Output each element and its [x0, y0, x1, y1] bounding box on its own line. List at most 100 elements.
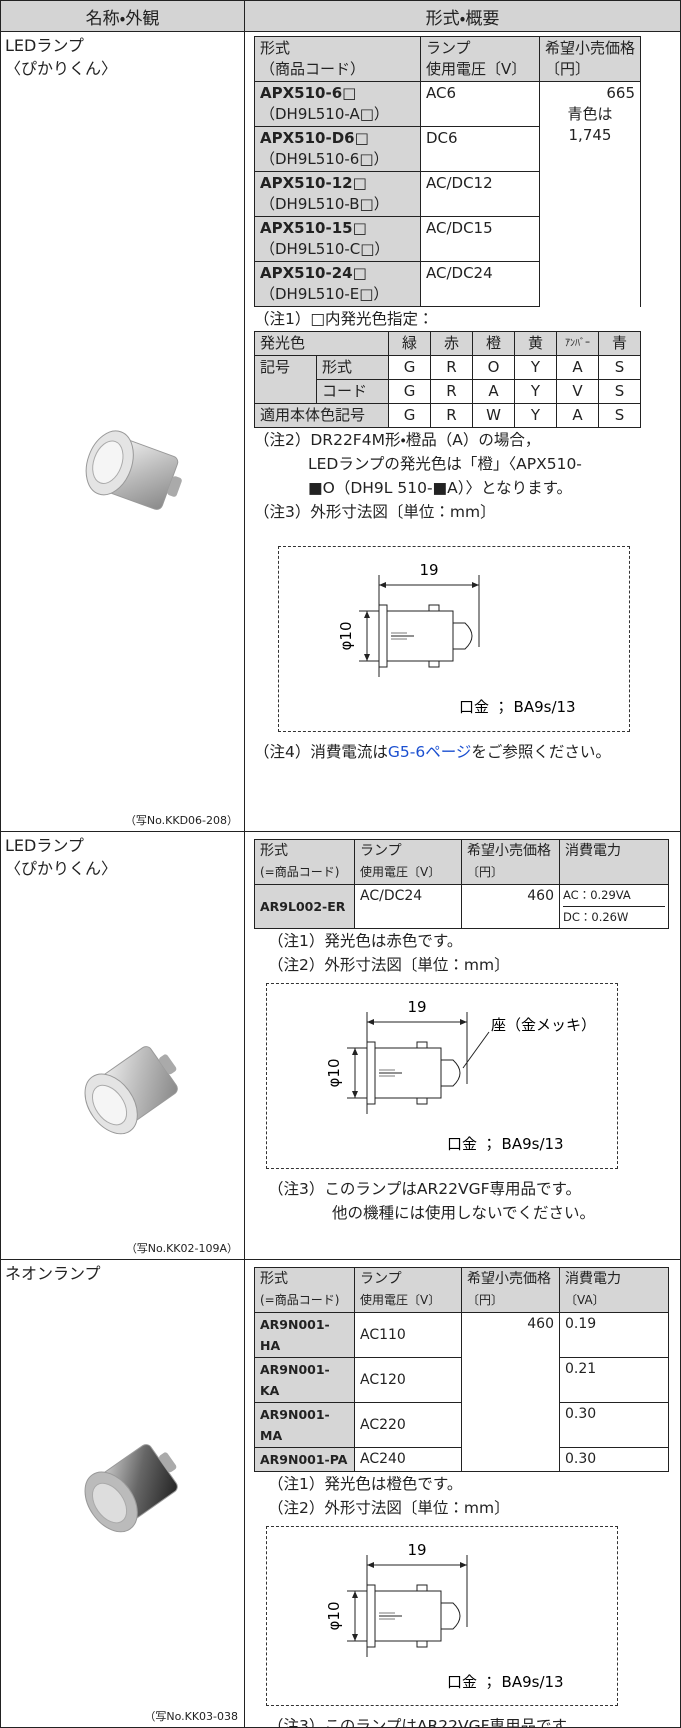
dimension-drawing: 19 φ10 口金 ； BA9s/13	[325, 1541, 564, 1691]
code: V	[556, 379, 599, 404]
th: ランプ 使用電圧〔V〕	[354, 839, 462, 885]
color-name: 赤	[430, 331, 473, 356]
th: 消費電力	[559, 839, 669, 885]
note-label: （注3）	[268, 1180, 325, 1198]
th-text: 〔円〕	[467, 865, 504, 879]
name-cell: ネオンランプ （写No.KK03-038	[1, 1260, 245, 1727]
model: AR9L002-ER	[254, 884, 355, 929]
dimension-box: 19 φ10 口金 ； BA9s/13 座（金メッキ）	[266, 983, 618, 1169]
lamp-flange	[378, 604, 388, 668]
note-label: （注1）	[268, 932, 325, 950]
note-label: （注1）	[254, 310, 311, 328]
model: APX510-24□	[260, 264, 367, 282]
th-text: 希望小売価格	[545, 39, 636, 57]
note-label: （注2）	[254, 431, 311, 449]
th: 発光色	[254, 331, 389, 356]
dimension-diameter: φ10	[337, 622, 355, 651]
product-photo	[85, 430, 182, 510]
dimension-drawing: 19 φ10 口金 ； BA9s/13	[337, 561, 576, 716]
th: 形式 （商品コード）	[254, 36, 421, 82]
spec-cell: 形式 （商品コード） ランプ 使用電圧〔V〕 希望小売価格 〔円〕 APX510-6□…	[245, 32, 680, 831]
model: APX510-6□	[260, 84, 357, 102]
th-text: 〔円〕	[545, 60, 591, 78]
code: Y	[514, 379, 557, 404]
code: （DH9L510-E□）	[260, 285, 389, 303]
th: 希望小売価格 〔円〕	[539, 36, 641, 82]
model-cell: APX510-24□ （DH9L510-E□）	[254, 261, 421, 307]
lamp-pin	[167, 476, 182, 497]
note-text: 発光色は赤色です。	[324, 932, 463, 950]
note: （注3）このランプはAR22VGF専用品です。他の機種には使用しないでください。	[268, 1714, 680, 1727]
dimension-drawing: 19 φ10 口金 ； BA9s/13 座（金メッキ）	[325, 998, 596, 1153]
seat-label: 座（金メッキ）	[491, 1016, 596, 1034]
th: 希望小売価格 〔円〕	[461, 1267, 560, 1313]
dimension-box: 19 φ10 口金 ； BA9s/13	[278, 546, 630, 732]
note-text: LEDランプの発光色は「橙」〈APX510-	[308, 455, 582, 473]
code: A	[472, 379, 515, 404]
header-name: 名称・外観	[1, 1, 245, 31]
th-text: 形式	[260, 843, 288, 859]
note-text: DR22F4M形・橙品（A）の場合，	[310, 431, 541, 449]
name: ネオンランプ	[5, 1264, 101, 1283]
lamp-tip	[453, 622, 473, 650]
note: （注1）発光色は橙色です。	[268, 1472, 680, 1496]
th-text: 希望小売価格	[467, 843, 551, 859]
th-text: 消費電力	[565, 843, 621, 859]
lamp-flange	[366, 1584, 376, 1648]
voltage: AC220	[354, 1402, 462, 1448]
code: A	[556, 355, 599, 380]
table-row: APX510-15□ （DH9L510-C□） AC/DC15	[254, 216, 641, 262]
th-text: 希望小売価格	[467, 1271, 551, 1287]
th-text: 消費電力	[565, 1271, 621, 1287]
photo-shape	[84, 1444, 178, 1533]
power: AC：0.29VA	[563, 888, 631, 902]
header-row: 名称・外観 形式・概要	[1, 1, 680, 32]
section: ネオンランプ （写No.KK03-038 形式 (=商品コード) ランプ 使用電圧〔V…	[1, 1260, 680, 1727]
note-text: 外形寸法図〔単位：mm〕	[324, 956, 510, 974]
model: APX510-12□	[260, 174, 367, 192]
lamp-pin	[416, 1041, 428, 1049]
dimension-diameter: φ10	[325, 1059, 343, 1088]
note-text: このランプはAR22VGF専用品です。	[324, 1717, 581, 1727]
code: R	[430, 403, 473, 428]
price: 460	[461, 1312, 560, 1472]
code: R	[430, 355, 473, 380]
product-name: LEDランプ〈ぴかりくん〉	[5, 834, 117, 880]
code: A	[556, 403, 599, 428]
th: 形式	[316, 355, 389, 380]
model-table: 形式 （商品コード） ランプ 使用電圧〔V〕 希望小売価格 〔円〕 APX510-6□…	[254, 36, 641, 307]
subname: 〈ぴかりくん〉	[5, 859, 118, 878]
th-text: （商品コード）	[260, 60, 366, 78]
note-text: 外形寸法図〔単位：mm〕	[310, 503, 496, 521]
th-text: (=商品コード)	[260, 1293, 340, 1307]
power: 0.30	[559, 1447, 669, 1472]
voltage: DC6	[420, 126, 540, 172]
th: 消費電力 〔VA〕	[559, 1267, 669, 1313]
name: LEDランプ	[5, 836, 84, 855]
lamp-tip	[441, 1059, 461, 1087]
photo-caption: （写No.KK03-038	[144, 1710, 238, 1723]
model-table: 形式 (=商品コード) ランプ 使用電圧〔V〕 希望小売価格 〔円〕 消費電力 〔VA〕 AR9…	[254, 1267, 669, 1472]
lamp-body	[374, 1590, 442, 1642]
photo-shape	[84, 1046, 178, 1135]
code: S	[598, 379, 641, 404]
dimension-length: 19	[407, 998, 426, 1016]
note: （注4）消費電流はG5-6ページをご参照ください。	[254, 740, 680, 764]
code: （DH9L510-C□）	[260, 240, 390, 258]
th: 記号	[254, 355, 317, 404]
code: G	[388, 355, 431, 380]
voltage: AC/DC15	[420, 216, 540, 262]
product-name: LEDランプ 〈ぴかりくん〉	[5, 34, 117, 80]
note: （注1）□内発光色指定：	[254, 307, 680, 331]
price: 460	[461, 884, 560, 929]
model: APX510-15□	[260, 219, 367, 237]
code: O	[472, 355, 515, 380]
code: Y	[514, 355, 557, 380]
th-text: 形式	[260, 1271, 288, 1287]
th-text: 使用電圧〔V〕	[426, 60, 527, 78]
lamp-pin	[416, 1097, 428, 1105]
lamp-pin	[159, 1054, 177, 1075]
code: S	[598, 403, 641, 428]
page-link[interactable]: G5-6ページ	[387, 743, 472, 761]
